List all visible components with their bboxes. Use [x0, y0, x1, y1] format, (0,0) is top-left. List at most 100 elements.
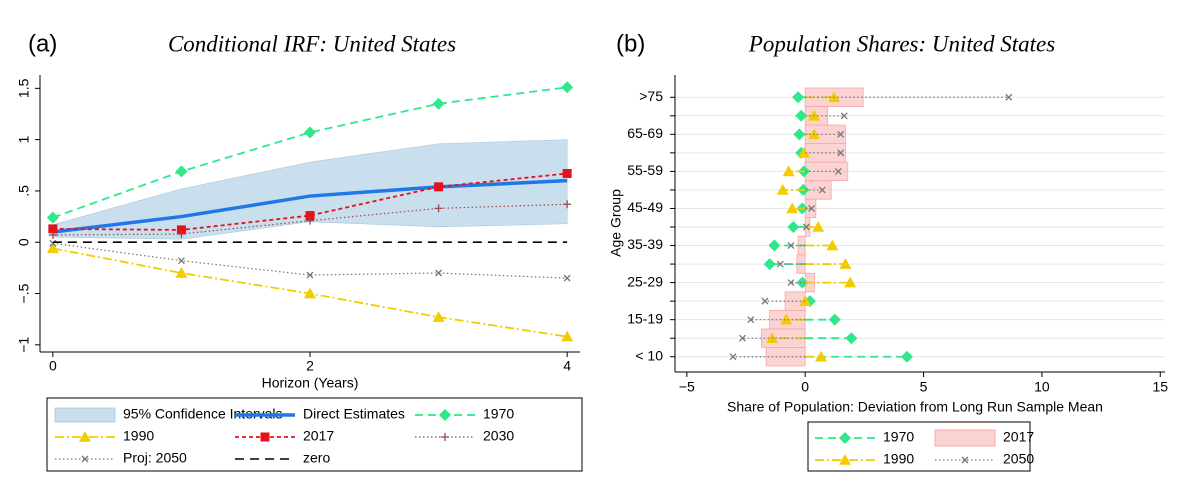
marker [563, 200, 572, 209]
marker [46, 211, 59, 224]
x-tick-label: 2 [306, 358, 314, 374]
legend-label: 1970 [483, 406, 514, 422]
marker [802, 223, 810, 231]
y-tick-label: 45-49 [627, 199, 663, 215]
marker [826, 239, 839, 251]
marker [177, 257, 185, 265]
y-tick-label: .5 [16, 185, 32, 197]
panel-label: (a) [28, 30, 57, 57]
marker [834, 167, 842, 175]
legend-label: 1990 [883, 451, 914, 467]
marker [260, 432, 270, 442]
marker [815, 350, 828, 362]
legend-box [807, 421, 1031, 472]
legend-label: Proj: 2050 [123, 450, 187, 466]
marker [306, 271, 314, 279]
legend-label: 1990 [123, 428, 154, 444]
y-tick-label: −.5 [16, 283, 32, 303]
marker [776, 183, 789, 195]
marker [780, 313, 793, 325]
panel-label: (b) [616, 30, 645, 57]
marker [837, 130, 845, 138]
legend-label: 1970 [883, 429, 914, 445]
marker [837, 149, 845, 157]
marker [787, 279, 795, 287]
marker [792, 91, 805, 104]
marker [793, 128, 806, 141]
marker [798, 146, 811, 158]
chart-title: Conditional IRF: United States [168, 31, 456, 56]
marker [175, 165, 188, 178]
marker [435, 269, 443, 277]
marker [561, 81, 574, 94]
marker [562, 168, 572, 178]
legend-swatch [54, 407, 116, 423]
legend-label: 2017 [303, 428, 334, 444]
series-line [52, 86, 568, 219]
y-tick-label: 15-19 [627, 310, 663, 326]
marker [787, 221, 800, 233]
marker [304, 126, 316, 139]
marker [808, 205, 816, 212]
marker [961, 456, 969, 464]
marker [48, 224, 58, 234]
marker [729, 353, 737, 361]
marker [840, 112, 848, 120]
y-tick-label: 1 [16, 136, 32, 144]
x-tick-label: 15 [1152, 379, 1168, 395]
marker [795, 109, 808, 122]
y-tick-label: 55-59 [627, 162, 663, 178]
legend-label: 2017 [1003, 429, 1034, 445]
marker [839, 258, 852, 269]
marker [79, 431, 91, 442]
marker [81, 455, 89, 463]
marker [787, 242, 795, 249]
marker [48, 231, 57, 240]
x-tick-label: 4 [563, 358, 571, 374]
marker [747, 316, 755, 324]
series-line [52, 172, 568, 231]
marker [761, 297, 769, 305]
marker [1005, 93, 1013, 101]
marker [46, 242, 59, 254]
legend-label: zero [303, 450, 330, 466]
marker [812, 221, 825, 232]
marker [563, 274, 571, 282]
y-tick-label: 35-39 [627, 236, 663, 252]
marker [900, 350, 913, 363]
marker [845, 332, 858, 345]
marker [844, 276, 857, 288]
confidence-band [52, 139, 568, 240]
legend-box [46, 397, 583, 472]
marker [739, 334, 746, 342]
marker [439, 409, 451, 421]
y-tick-label: >75 [639, 88, 663, 104]
y-tick-label: < 10 [635, 347, 663, 363]
marker [49, 239, 57, 247]
marker [306, 216, 314, 225]
legend-label: 2030 [483, 428, 514, 444]
legend-label: 95% Confidence Intervals [123, 406, 283, 422]
marker [175, 267, 188, 278]
marker [305, 211, 315, 221]
marker [434, 204, 443, 213]
marker [176, 225, 186, 235]
series-line [52, 178, 568, 234]
y-tick-label: 0 [16, 238, 32, 246]
y-axis-label: Age Group [608, 189, 624, 257]
marker [432, 311, 445, 322]
marker [839, 432, 851, 444]
marker [432, 97, 445, 110]
y-tick-label: 1.5 [16, 78, 32, 98]
legend-label: Direct Estimates [303, 406, 405, 422]
marker [786, 202, 799, 214]
marker [304, 287, 316, 299]
marker [818, 186, 826, 194]
y-tick-label: 65-69 [627, 125, 663, 141]
legend-label: 2050 [1003, 451, 1034, 467]
marker [776, 260, 784, 268]
marker [441, 433, 449, 441]
x-axis-label: Share of Population: Deviation from Long… [727, 399, 1103, 415]
marker [828, 313, 841, 326]
